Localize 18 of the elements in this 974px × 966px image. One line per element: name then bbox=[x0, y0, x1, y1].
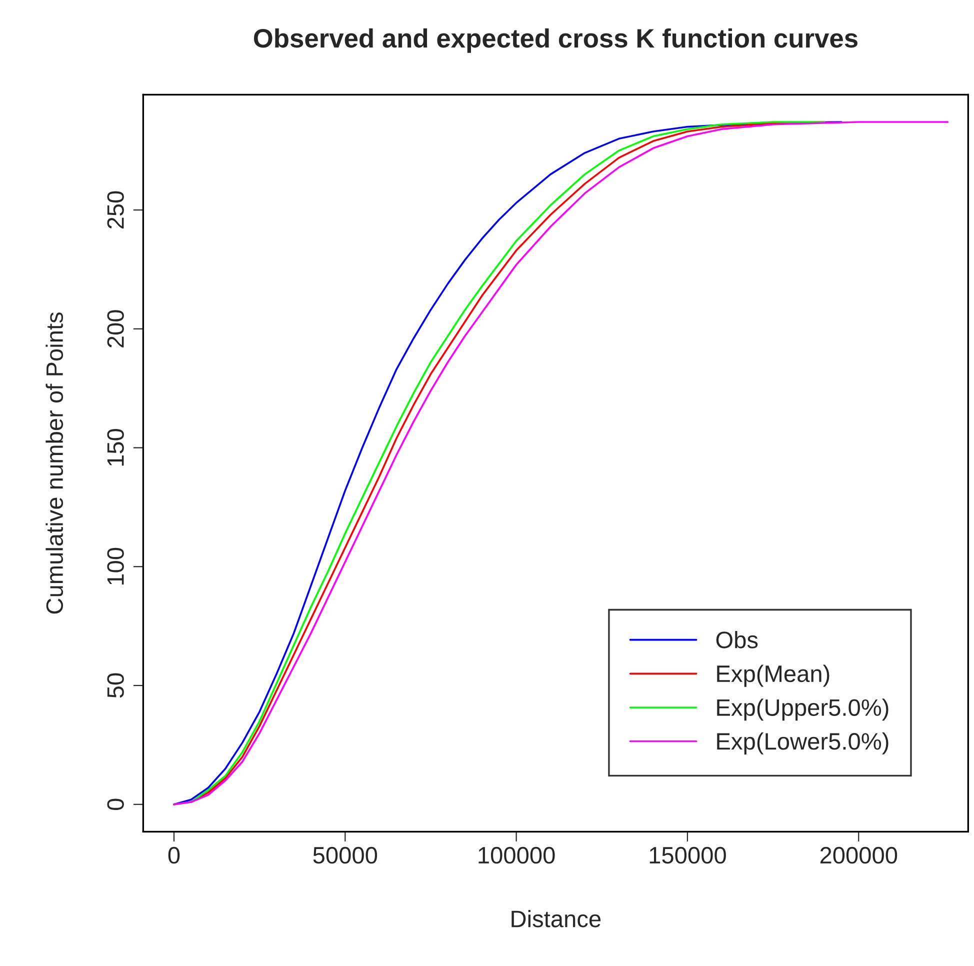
legend-label: Exp(Lower5.0%) bbox=[717, 732, 888, 754]
legend-label: Exp(Mean) bbox=[717, 664, 830, 687]
chart-title: Observed and expected cross K function curves bbox=[254, 28, 858, 53]
legend-label: Obs bbox=[716, 630, 758, 648]
legend-label: Exp(Upper5.0%) bbox=[717, 698, 888, 721]
y-tick-label: 50 bbox=[107, 673, 124, 698]
x-tick-label: 50000 bbox=[313, 846, 378, 864]
x-tick-label: 0 bbox=[168, 846, 180, 864]
x-axis-title: Distance bbox=[512, 910, 601, 928]
x-tick-label: 150000 bbox=[650, 846, 726, 864]
x-tick-label: 100000 bbox=[478, 846, 555, 864]
y-tick-label: 0 bbox=[107, 798, 124, 810]
y-tick-label: 250 bbox=[107, 191, 124, 228]
y-tick-label: 150 bbox=[107, 428, 124, 466]
x-tick-label: 200000 bbox=[820, 846, 898, 864]
y-tick-label: 200 bbox=[107, 310, 124, 348]
y-axis-title: Cumulative number of Points bbox=[46, 312, 64, 614]
y-tick-label: 100 bbox=[107, 548, 124, 585]
